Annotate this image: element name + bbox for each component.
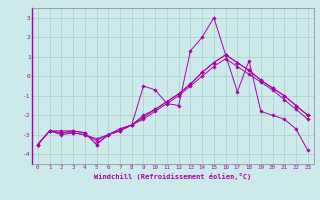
X-axis label: Windchill (Refroidissement éolien,°C): Windchill (Refroidissement éolien,°C) [94, 173, 252, 180]
